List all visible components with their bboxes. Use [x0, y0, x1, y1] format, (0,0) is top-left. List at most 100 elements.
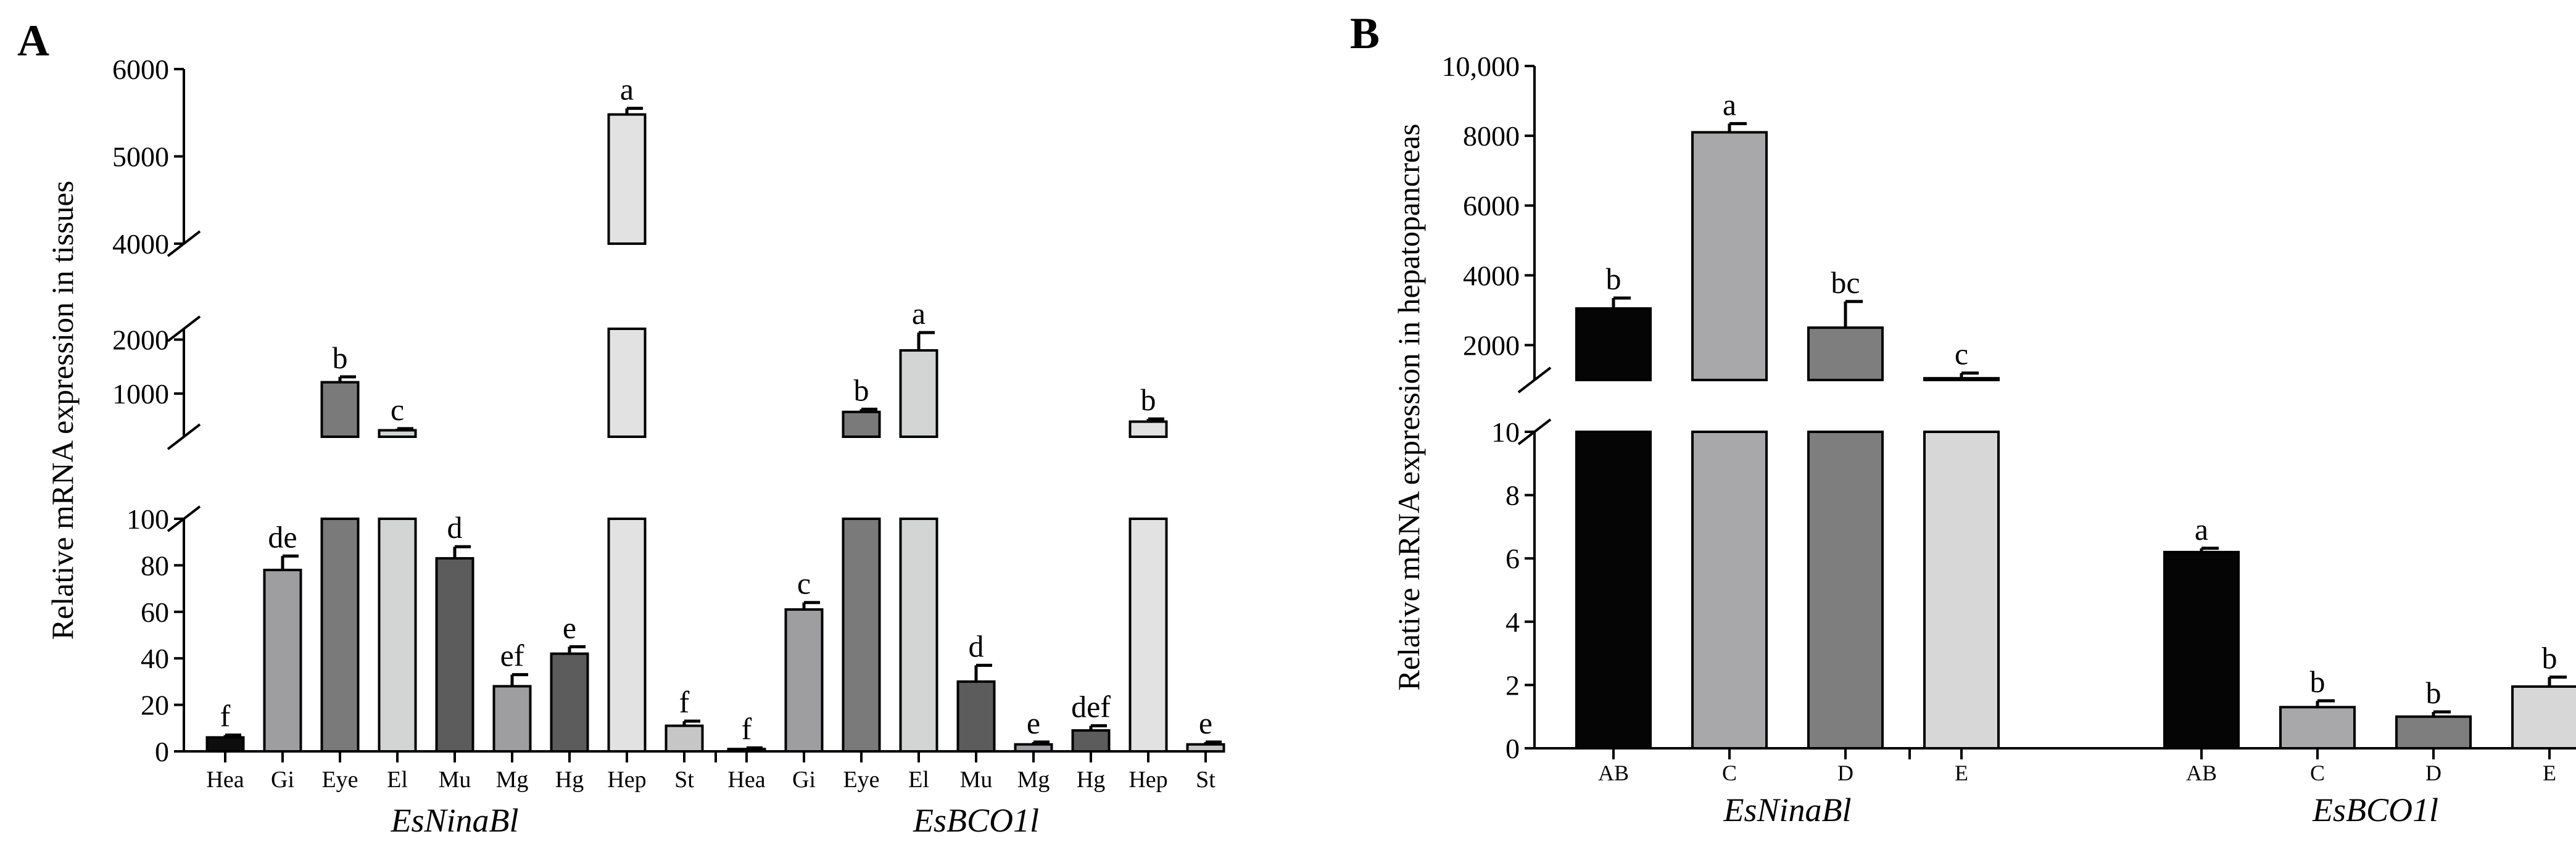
axis-break-mark	[1517, 418, 1552, 445]
significance-letter: f	[679, 685, 690, 719]
x-tick-label: Mu	[439, 767, 471, 793]
axis-break-mark	[167, 315, 201, 342]
significance-letter: a	[2195, 512, 2208, 547]
x-tick-label: Hea	[727, 767, 765, 793]
bar	[492, 685, 532, 753]
axis-break-mark	[167, 423, 201, 450]
significance-letter: b	[333, 341, 348, 375]
bar	[1923, 431, 2000, 750]
x-tick-label: C	[1722, 761, 1737, 785]
x-tick-label: C	[2310, 761, 2325, 785]
y-tick-label: 8	[1505, 480, 1520, 511]
bar	[607, 113, 647, 245]
group-label: EsBCO1l	[2312, 791, 2438, 828]
x-tick-label: E	[1955, 761, 1968, 785]
bar	[2395, 715, 2472, 750]
y-tick-label: 2000	[112, 324, 169, 356]
bar	[1129, 420, 1168, 438]
significance-letter: a	[1723, 87, 1736, 122]
bar	[899, 349, 938, 438]
bar	[1807, 431, 1884, 750]
significance-letter: b	[2426, 675, 2441, 710]
y-tick-label: 80	[141, 550, 169, 581]
group-label: EsNinaBl	[1723, 791, 1851, 828]
y-tick-label: 10,000	[1442, 51, 1520, 82]
axis-break-mark	[167, 505, 201, 532]
significance-letter: e	[1027, 706, 1040, 740]
bar	[1691, 131, 1768, 381]
significance-letter: e	[563, 610, 576, 645]
x-tick-label: Hg	[555, 767, 584, 793]
bar	[1575, 307, 1652, 381]
x-tick-label: Gi	[792, 767, 816, 793]
panel-b-chart: 0 2 4 6 8 10 2000 4000 6000 8000 10,000 Relative mR…	[1391, 51, 2576, 828]
y-tick-label: 10	[1491, 416, 1520, 448]
significance-letter: f	[742, 711, 752, 746]
y-axis-label: Relative mRNA expression in tissues	[45, 181, 80, 640]
significance-letter: de	[268, 519, 297, 554]
panel-a-chart: 0 20 40 60 80 100 1000 2000 4000 5000 6000 Relative…	[45, 54, 1225, 839]
bar	[784, 608, 824, 753]
bar	[607, 328, 647, 438]
bar	[2163, 550, 2240, 750]
x-tick-label: Gi	[271, 767, 294, 793]
x-tick-label: D	[2425, 761, 2441, 785]
x-tick-label: Mu	[960, 767, 993, 793]
bar	[842, 410, 881, 438]
bar	[435, 557, 474, 753]
x-tick-label: Hg	[1077, 767, 1105, 793]
x-tick-label: El	[387, 767, 408, 793]
y-tick-label: 6	[1505, 543, 1520, 574]
x-tick-label: St	[674, 767, 694, 793]
significance-letter: e	[1199, 706, 1212, 740]
x-tick-label: Hep	[607, 767, 646, 793]
y-tick-label: 4	[1505, 606, 1520, 638]
y-tick-label: 4000	[112, 228, 169, 260]
bar	[899, 518, 938, 753]
significance-letter: c	[391, 392, 404, 427]
bar	[842, 518, 881, 753]
bar	[205, 736, 245, 753]
significance-letter: c	[1955, 337, 1968, 371]
significance-letter: a	[912, 296, 926, 331]
y-tick-label: 100	[126, 503, 169, 535]
x-tick-label: AB	[1598, 761, 1629, 785]
x-tick-label: E	[2543, 761, 2556, 785]
bar	[607, 518, 647, 753]
bar	[378, 429, 417, 438]
bar	[320, 518, 360, 753]
significance-letter: def	[1071, 690, 1111, 724]
significance-letter: b	[2542, 641, 2557, 675]
bar	[1575, 431, 1652, 750]
significance-letter: d	[969, 629, 984, 664]
axis-break-mark	[1517, 366, 1552, 394]
x-tick-label: Mg	[1017, 767, 1050, 793]
y-tick-label: 20	[141, 690, 169, 721]
bar	[320, 381, 360, 438]
bar	[1129, 518, 1168, 753]
bar	[263, 568, 302, 753]
bar	[1691, 431, 1768, 750]
bar	[2511, 685, 2576, 750]
bar	[665, 724, 704, 753]
bar	[956, 680, 996, 753]
y-tick-label: 60	[141, 597, 169, 628]
significance-letter: b	[2310, 664, 2325, 699]
y-tick-label: 6000	[1463, 190, 1520, 221]
group-label: EsNinaBl	[390, 802, 518, 839]
y-tick-label: 0	[1505, 733, 1520, 764]
y-tick-label: 2	[1505, 669, 1520, 701]
x-tick-label: Hea	[206, 767, 244, 793]
y-tick-label: 5000	[112, 141, 169, 173]
bar	[550, 652, 589, 753]
bar	[1186, 743, 1225, 753]
axis-break-mark	[167, 230, 201, 257]
panel-b-letter: B	[1350, 9, 1380, 58]
y-tick-label: 8000	[1463, 120, 1520, 152]
bar	[2279, 706, 2356, 750]
x-tick-label: El	[908, 767, 929, 793]
bar	[1807, 326, 1884, 382]
y-tick-label: 6000	[112, 54, 169, 85]
panel-a-letter: A	[17, 16, 49, 65]
